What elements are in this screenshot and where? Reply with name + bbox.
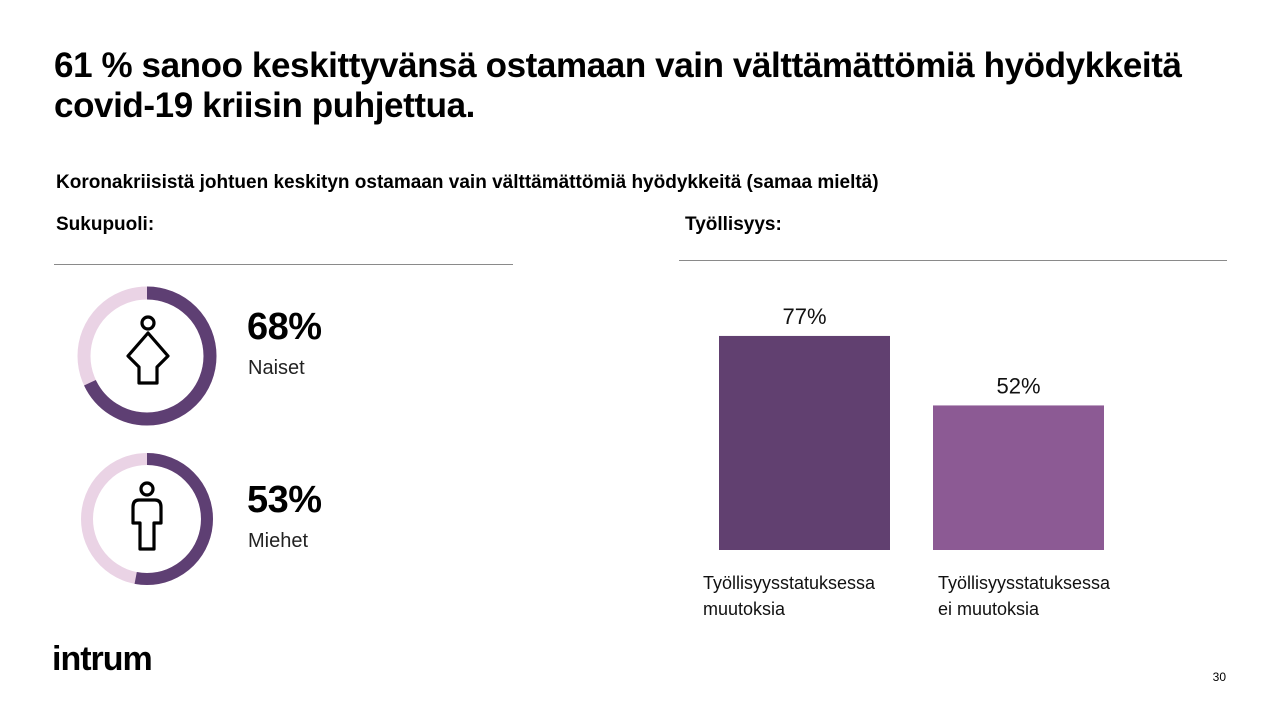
- women-percentage: 68%: [247, 306, 322, 348]
- gender-divider: [54, 264, 513, 265]
- men-percentage: 53%: [247, 479, 322, 521]
- men-donut-fill: [81, 453, 213, 585]
- gender-heading: Sukupuoli:: [56, 214, 155, 235]
- bar-2: [933, 405, 1104, 550]
- page-title: 61 % sanoo keskittyvänsä ostamaan vain v…: [54, 46, 1182, 125]
- women-label: Naiset: [248, 357, 305, 379]
- page-number: 30: [1212, 670, 1226, 684]
- women-donut-fill: [77, 286, 217, 426]
- woman-icon: [126, 315, 170, 385]
- bar-value-label-2: 52%: [996, 373, 1040, 398]
- bar-value-label-1: 77%: [782, 304, 826, 329]
- bar-category-label-2: Työllisyysstatuksessa ei muutoksia: [938, 573, 1111, 619]
- chart-subtitle: Koronakriisistä johtuen keskityn ostamaa…: [56, 172, 879, 193]
- men-donut: [81, 453, 213, 585]
- men-label: Miehet: [248, 530, 309, 552]
- bar-category-label-1: Työllisyysstatuksessa muutoksia: [703, 573, 876, 619]
- employment-divider: [679, 260, 1227, 261]
- women-donut: [77, 286, 217, 426]
- intrum-logo: intrum: [52, 640, 153, 678]
- man-icon: [131, 481, 163, 551]
- employment-heading: Työllisyys:: [685, 214, 782, 235]
- bar-1: [719, 335, 890, 550]
